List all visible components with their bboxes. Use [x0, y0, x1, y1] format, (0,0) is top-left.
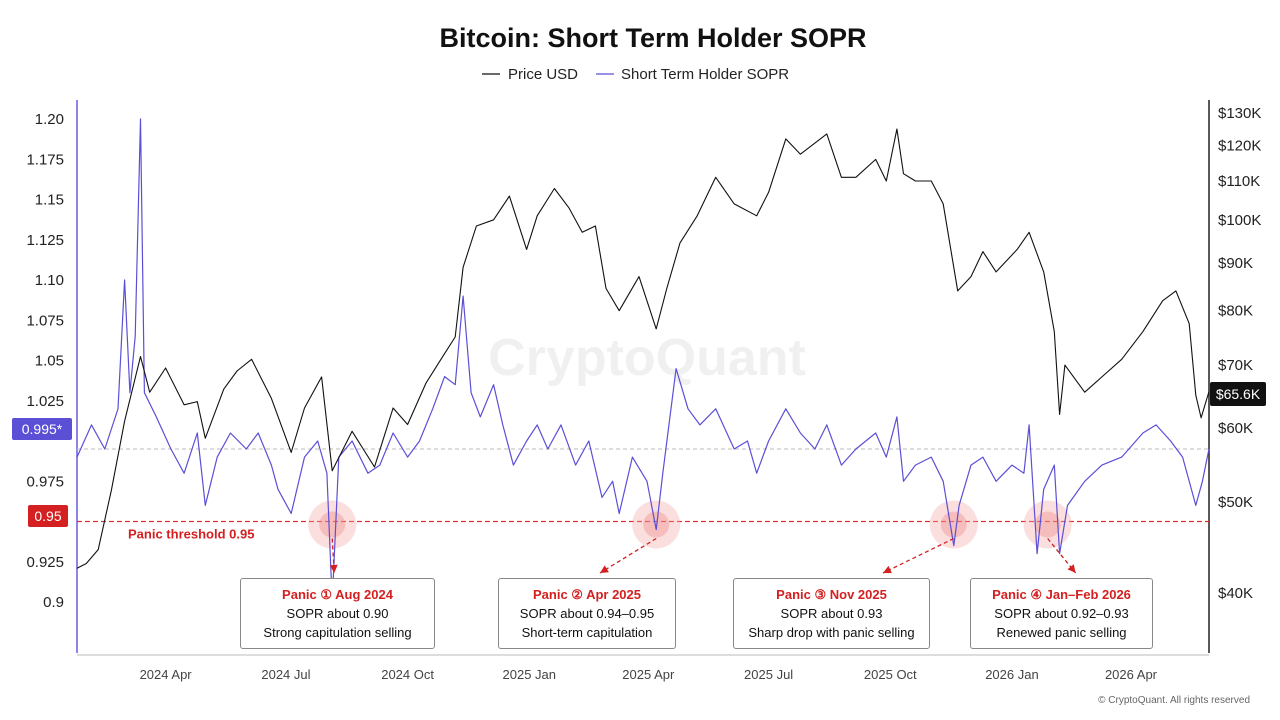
x-tick-label: 2026 Apr — [1105, 667, 1158, 682]
y-right-tick-label: $80K — [1218, 303, 1253, 320]
annotation-line: Strong capitulation selling — [263, 625, 412, 640]
right-axis-badge: $65.6K — [1210, 382, 1266, 406]
panic-glow-core — [319, 511, 346, 538]
y-right-tick-label: $70K — [1218, 357, 1253, 374]
annotation-box-aug-2024: Panic ① Aug 2024 SOPR about 0.90 Strong … — [240, 578, 435, 649]
x-tick-label: 2025 Jul — [744, 667, 793, 682]
y-right-tick-label: $60K — [1218, 420, 1253, 437]
annotation-title: Panic ③ Nov 2025 — [776, 587, 887, 602]
annotation-line: SOPR about 0.92–0.93 — [994, 606, 1129, 621]
axes — [76, 100, 1210, 656]
y-left-tick-label: 0.925 — [26, 554, 64, 571]
left-axis-badges: 0.995* 0.95 — [12, 418, 72, 527]
current-price-badge — [1210, 382, 1266, 406]
x-tick-label: 2025 Jan — [503, 667, 557, 682]
x-tick-label: 2024 Oct — [381, 667, 434, 682]
x-tick-label: 2026 Jan — [985, 667, 1039, 682]
panic-arrow-head — [600, 565, 609, 573]
y-left-tick-label: 0.9 — [43, 594, 64, 611]
y-right-tick-label: $110K — [1218, 173, 1260, 190]
legend-price-label: Price USD — [508, 66, 578, 83]
chart-title: Bitcoin: Short Term Holder SOPR — [439, 23, 866, 53]
legend: Price USD Short Term Holder SOPR — [482, 66, 789, 83]
y-left-tick-label: 1.05 — [35, 353, 64, 370]
y-left-tick-label: 1.125 — [26, 232, 64, 249]
x-tick-label: 2024 Jul — [261, 667, 310, 682]
panic-glow-core — [940, 511, 967, 538]
annotation-line: Short-term capitulation — [521, 625, 653, 640]
y-left-tick-label: 1.10 — [35, 272, 64, 289]
current-price-badge-text: $65.6K — [1216, 386, 1261, 402]
panic-arrow-line — [882, 537, 955, 574]
sopr-series-line — [76, 118, 1210, 603]
panic-glow — [308, 500, 357, 549]
x-tick-label: 2024 Apr — [140, 667, 193, 682]
annotation-title: Panic ④ Jan–Feb 2026 — [992, 587, 1131, 602]
annotation-box-nov-2025: Panic ③ Nov 2025 SOPR about 0.93 Sharp d… — [733, 578, 930, 649]
panic-arrow-line — [599, 537, 657, 574]
y-left-tick-label: 1.025 — [26, 393, 64, 410]
watermark: CryptoQuant — [488, 329, 806, 387]
y-left-tick-label: 1.075 — [26, 312, 64, 329]
annotation-box-apr-2025: Panic ② Apr 2025 SOPR about 0.94–0.95 Sh… — [498, 578, 676, 649]
y-right-tick-label: $50K — [1218, 494, 1253, 511]
x-ticks: 2024 Apr 2024 Jul 2024 Oct 2025 Jan 2025 Apr… — [140, 667, 1158, 682]
y-left-ticks: 1.20 1.175 1.15 1.125 1.10 1.075 1.05 1.025 0.97… — [26, 111, 64, 611]
panic-arrows — [329, 537, 1077, 574]
x-tick-label: 2025 Oct — [864, 667, 917, 682]
y-right-ticks: $130K $120K $110K $100K $90K $80K $70K $60K $50K… — [1218, 105, 1261, 602]
price-series-line — [76, 128, 1210, 569]
y-left-tick-label: 1.15 — [35, 192, 64, 209]
threshold-badge-text: 0.95 — [34, 508, 61, 524]
y-left-tick-label: 1.175 — [26, 151, 64, 168]
annotation-box-jan-feb-2026: Panic ④ Jan–Feb 2026 SOPR about 0.92–0.9… — [970, 578, 1153, 649]
annotation-line: SOPR about 0.90 — [286, 606, 389, 621]
y-right-tick-label: $40K — [1218, 585, 1253, 602]
x-tick-label: 2025 Apr — [622, 667, 675, 682]
current-sopr-badge — [12, 418, 72, 440]
panic-arrow-head — [329, 564, 338, 573]
panic-arrow-head — [1067, 564, 1076, 573]
annotation-title: Panic ② Apr 2025 — [533, 587, 641, 602]
copyright: © CryptoQuant. All rights reserved — [1098, 695, 1250, 706]
y-left-tick-label: 1.20 — [35, 111, 64, 128]
annotation-line: SOPR about 0.93 — [780, 606, 883, 621]
y-right-tick-label: $90K — [1218, 255, 1253, 272]
y-left-tick-label: 0.975 — [26, 473, 64, 490]
y-right-tick-label: $100K — [1218, 212, 1261, 229]
y-right-tick-label: $120K — [1218, 138, 1261, 155]
y-right-tick-label: $130K — [1218, 105, 1261, 122]
current-sopr-badge-text: 0.995* — [22, 421, 63, 437]
panic-glow — [929, 500, 978, 549]
annotation-line: SOPR about 0.94–0.95 — [519, 606, 655, 621]
annotation-line: Renewed panic selling — [996, 625, 1127, 640]
annotation-title: Panic ① Aug 2024 — [282, 587, 393, 602]
threshold-badge — [28, 505, 68, 527]
annotation-line: Sharp drop with panic selling — [748, 625, 915, 640]
panic-threshold-label: Panic threshold 0.95 — [128, 527, 254, 542]
panic-arrow-head — [883, 565, 892, 574]
legend-sopr-label: Short Term Holder SOPR — [621, 66, 789, 83]
